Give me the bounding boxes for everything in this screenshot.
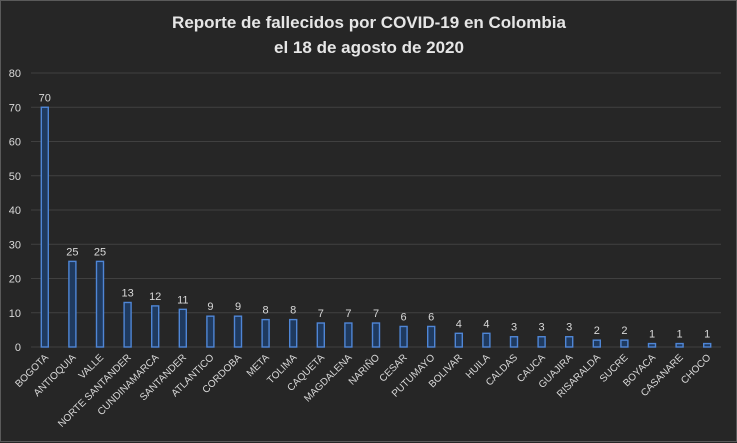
data-label: 7 — [318, 308, 324, 320]
bar — [647, 342, 657, 348]
y-tick-label: 60 — [9, 137, 21, 149]
bar — [427, 325, 436, 348]
bar — [399, 325, 408, 348]
data-label: 8 — [263, 305, 269, 317]
bar — [123, 301, 132, 348]
data-label: 2 — [621, 325, 627, 337]
data-label: 9 — [207, 301, 213, 313]
bar — [40, 106, 49, 348]
y-tick-label: 70 — [9, 102, 21, 114]
data-label: 13 — [121, 287, 133, 299]
y-tick-label: 20 — [9, 274, 21, 286]
bar — [316, 322, 325, 348]
data-label: 4 — [456, 318, 462, 330]
data-label: 6 — [401, 311, 407, 323]
data-label: 1 — [704, 329, 710, 341]
data-label: 1 — [677, 329, 683, 341]
data-label: 25 — [94, 246, 106, 258]
bar — [95, 260, 105, 348]
data-label: 1 — [649, 329, 655, 341]
bar — [261, 318, 270, 348]
bar — [509, 336, 519, 348]
y-axis-ticks: 0 10 20 30 40 50 60 70 80 — [9, 68, 21, 354]
y-tick-label: 10 — [9, 308, 21, 320]
y-tick-label: 0 — [15, 342, 21, 354]
bar — [592, 339, 601, 348]
bar — [675, 342, 684, 348]
data-label: 7 — [373, 308, 379, 320]
y-tick-label: 50 — [9, 171, 21, 183]
bar — [371, 322, 381, 348]
bar — [565, 336, 574, 348]
bar — [703, 342, 712, 348]
bar — [233, 315, 243, 348]
bar — [150, 305, 160, 348]
y-tick-label: 40 — [9, 205, 21, 217]
gridlines — [31, 72, 721, 348]
bar — [68, 260, 77, 348]
bar — [454, 332, 463, 348]
chart-title-line-1: Reporte de fallecidos por COVID-19 en Co… — [172, 13, 566, 32]
data-label: 8 — [290, 305, 296, 317]
data-label: 7 — [345, 308, 351, 320]
y-tick-label: 30 — [9, 239, 21, 251]
data-label: 70 — [39, 92, 51, 104]
bar — [344, 322, 353, 348]
chart-title-line-2: el 18 de agosto de 2020 — [274, 38, 464, 57]
data-label: 25 — [66, 246, 78, 258]
data-label: 11 — [177, 294, 188, 306]
data-label: 9 — [235, 301, 241, 313]
data-label: 3 — [566, 322, 572, 334]
bar — [206, 315, 215, 348]
bar — [178, 308, 188, 348]
data-label: 3 — [539, 322, 545, 334]
bar — [620, 339, 629, 348]
bar — [289, 318, 298, 348]
bar — [537, 336, 546, 348]
data-label: 2 — [594, 325, 600, 337]
data-label: 3 — [511, 322, 517, 334]
category-label: NARIÑO — [345, 351, 382, 388]
y-tick-label: 80 — [9, 68, 21, 80]
data-label: 12 — [149, 291, 161, 303]
category-label: CHOCO — [679, 352, 713, 386]
bars — [40, 106, 712, 348]
bar — [482, 332, 491, 348]
data-label: 4 — [483, 318, 489, 330]
data-label: 6 — [428, 311, 434, 323]
